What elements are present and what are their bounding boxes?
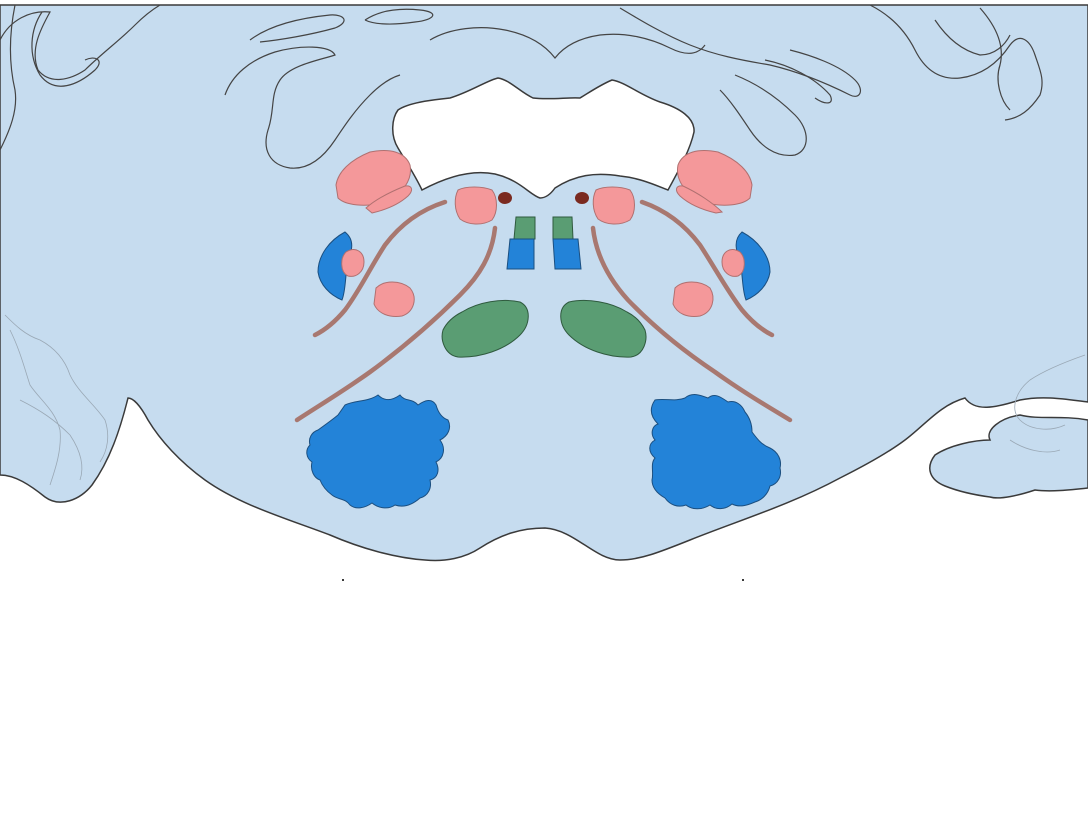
fold-right-outer xyxy=(869,4,1043,121)
small-marks xyxy=(342,579,744,581)
mark-left xyxy=(342,579,344,581)
pink-lateral-right-inner xyxy=(721,249,745,277)
tract-right-outer xyxy=(639,199,775,338)
fold-right-inner xyxy=(934,19,1011,56)
faint-traces xyxy=(4,314,1086,486)
pink-upper-right-nucleus xyxy=(677,150,753,206)
green-large-left xyxy=(441,299,529,358)
blue-irregular-nuclei xyxy=(306,394,781,510)
lateral-crescents xyxy=(317,231,771,301)
fold-center-right-2 xyxy=(719,74,807,157)
fold-center-left-3 xyxy=(364,8,434,25)
tissue-section xyxy=(0,4,1088,562)
midline-nuclei xyxy=(506,216,582,270)
green-large-right xyxy=(560,299,647,358)
fold-left-inner xyxy=(31,11,100,87)
dot-right xyxy=(575,192,589,204)
blue-midline-right xyxy=(552,238,582,270)
blue-irregular-left xyxy=(306,394,451,509)
green-midline-left xyxy=(513,216,536,240)
ventricle xyxy=(392,77,695,199)
green-large-nuclei xyxy=(441,299,647,358)
pink-medial-right-nucleus xyxy=(592,186,635,225)
faint-trace-right-2 xyxy=(1009,439,1061,453)
faint-trace-left-2 xyxy=(9,329,61,486)
tract-left-outer xyxy=(312,199,448,338)
right-lobe xyxy=(929,414,1088,499)
mark-right xyxy=(742,579,744,581)
fold-center-left-2 xyxy=(249,14,345,43)
tract-right-inner xyxy=(590,225,793,423)
cortical-folds xyxy=(0,4,1043,169)
dot-left xyxy=(498,192,512,204)
pink-upper-left-lobe xyxy=(365,185,413,214)
pink-nuclei xyxy=(335,150,753,317)
tract-left-inner xyxy=(294,225,498,423)
blue-irregular-right xyxy=(649,394,781,510)
tract-lines xyxy=(294,199,793,423)
blue-midline-left xyxy=(506,238,535,270)
fold-center-left xyxy=(224,46,401,169)
fold-left-outer xyxy=(0,4,161,80)
faint-trace-left-3 xyxy=(19,399,83,481)
fold-left-edge xyxy=(0,4,17,151)
pink-lateral-left-inner xyxy=(341,249,365,277)
pink-lateral-left-nucleus xyxy=(373,281,415,317)
pink-lateral-right-nucleus xyxy=(672,281,714,317)
dots xyxy=(498,192,589,204)
fold-right-edge xyxy=(979,7,1011,111)
faint-trace-right xyxy=(1014,354,1086,430)
fold-center-right-3 xyxy=(764,59,832,104)
green-midline-right xyxy=(552,216,574,240)
pink-upper-right-lobe xyxy=(675,185,724,214)
faint-trace-left xyxy=(4,314,109,463)
pink-medial-left-nucleus xyxy=(454,186,497,225)
fold-center-top xyxy=(429,27,706,59)
